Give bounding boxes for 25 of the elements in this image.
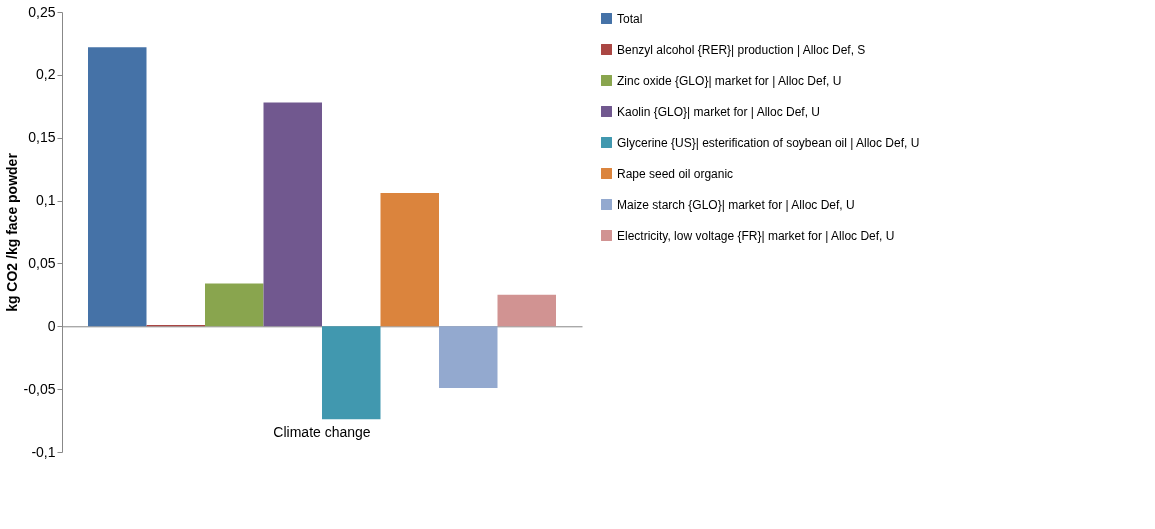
legend-label: Zinc oxide {GLO}| market for | Alloc Def, U <box>617 73 842 88</box>
legend-label: Benzyl alcohol {RER}| production | Alloc Def, S <box>617 42 866 57</box>
bar <box>322 326 381 420</box>
bar <box>497 294 556 327</box>
y-tick-label: 0,05 <box>28 254 56 271</box>
legend-label: Rape seed oil organic <box>617 166 734 181</box>
legend-label: Glycerine {US}| esterification of soybean oil | Alloc Def, U <box>617 135 920 150</box>
bar <box>439 326 498 388</box>
y-tick-label: 0,15 <box>28 129 56 146</box>
y-tick-label: -0,05 <box>23 380 56 397</box>
bar <box>380 193 439 327</box>
legend-label: Maize starch {GLO}| market for | Alloc Def, U <box>617 197 855 212</box>
bar <box>205 283 264 327</box>
y-tick-label: 0,2 <box>36 66 56 83</box>
bar <box>88 47 147 327</box>
y-tick-label: 0 <box>47 317 56 334</box>
legend-label: Total <box>617 11 643 26</box>
x-tick-label: Climate change <box>273 423 371 440</box>
y-tick-label: -0,1 <box>31 443 56 460</box>
y-tick-label: 0,25 <box>28 3 56 20</box>
legend-label: Electricity, low voltage {FR}| market for | Alloc Def, U <box>617 228 895 243</box>
bar <box>263 102 322 327</box>
legend-label: Kaolin {GLO}| market for | Alloc Def, U <box>617 104 820 119</box>
y-tick-label: 0,1 <box>36 192 56 209</box>
y-axis-title: kg CO2 /kg face powder <box>3 152 20 312</box>
